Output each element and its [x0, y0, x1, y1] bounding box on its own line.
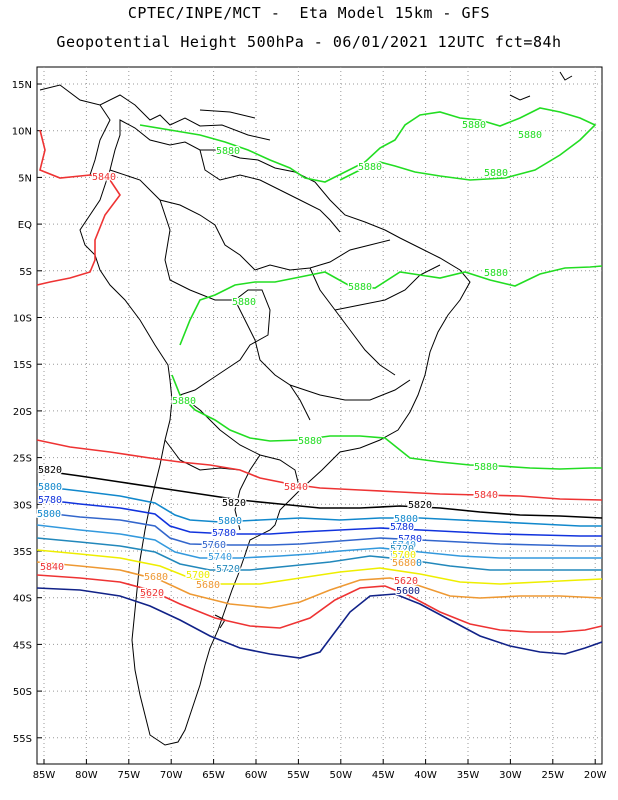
- contour-5740: [36, 524, 602, 559]
- lon-tick-label: 40W: [414, 770, 437, 781]
- contour-5880: [171, 374, 602, 470]
- contour-label-5840: 5840: [40, 562, 64, 573]
- contour-label-5780: 5780: [212, 528, 236, 539]
- contour-label-5680: 5680: [144, 572, 168, 583]
- lon-tick-label: 55W: [287, 770, 310, 781]
- lat-tick-label: 45S: [13, 640, 32, 651]
- lat-tick-label: EQ: [18, 220, 32, 231]
- lat-tick-label: 30S: [13, 500, 32, 511]
- contour-label-5740: 5740: [392, 540, 416, 551]
- contour-label-5840: 5840: [92, 172, 116, 183]
- chart-subtitle: Geopotential Height 500hPa - 06/01/2021 …: [56, 33, 562, 51]
- contour-lines: [36, 107, 603, 659]
- contour-label-5800: 5800: [218, 516, 242, 527]
- lon-tick-label: 20W: [584, 770, 607, 781]
- contour-5700: [36, 549, 603, 585]
- lat-tick-label: 15S: [13, 360, 32, 371]
- contour-label-5820: 5820: [408, 500, 432, 511]
- latitude-labels: 15N 10N 5N EQ 5S 10S 15S 20S 25S 30S 35S 40S 45S 50S 5…: [12, 80, 32, 745]
- contour-5620: [36, 574, 603, 633]
- contour-label-5700: 5700: [186, 570, 210, 581]
- contour-label-5620: 5620: [140, 588, 164, 599]
- lat-tick-label: 50S: [13, 687, 32, 698]
- contour-label-5600: 5600: [396, 586, 420, 597]
- lon-tick-label: 80W: [75, 770, 98, 781]
- lat-tick-label: 10S: [13, 314, 32, 325]
- contour-label-5720: 5720: [216, 564, 240, 575]
- longitude-labels: 85W 80W 75W 70W 65W 60W 55W 50W 45W 40W 35W 30W 25W 2…: [33, 770, 607, 781]
- lon-tick-label: 75W: [117, 770, 140, 781]
- contour-label-5840: 5840: [140, 590, 164, 601]
- lon-tick-label: 70W: [160, 770, 183, 781]
- lon-tick-label: 35W: [457, 770, 480, 781]
- contour-label-5740: 5740: [208, 552, 232, 563]
- lon-tick-label: 30W: [499, 770, 522, 781]
- lat-tick-label: 35S: [13, 547, 32, 558]
- contour-label-5800: 5800: [37, 509, 61, 520]
- contour-label-5880: 5880: [484, 168, 508, 179]
- contour-label-5880: 5880: [348, 282, 372, 293]
- contour-5720: [36, 537, 602, 571]
- contour-label-5700: 5700: [392, 550, 416, 561]
- lon-tick-label: 50W: [329, 770, 352, 781]
- contour-label-5880: 5880: [474, 462, 498, 473]
- contour-5840: [36, 439, 603, 501]
- contour-5760: [36, 511, 602, 547]
- contour-label-5780: 5780: [38, 495, 62, 506]
- chart-title: CPTEC/INPE/MCT - Eta Model 15km - GFS: [127, 4, 491, 22]
- contour-label-5880: 5880: [232, 297, 256, 308]
- contour-5680: [36, 561, 603, 609]
- contour-label-5800: 5800: [394, 514, 418, 525]
- contour-label-5800: 5800: [398, 558, 422, 569]
- contour-5600: [36, 587, 603, 659]
- contour-label-5680: 5680: [196, 580, 220, 591]
- contour-5880: [139, 107, 597, 183]
- contour-5880: [179, 265, 603, 346]
- contour-label-5780: 5780: [390, 522, 414, 533]
- contour-label-5740: 5740: [390, 552, 414, 563]
- lon-tick-label: 60W: [245, 770, 268, 781]
- contour-label-5840: 5840: [474, 490, 498, 501]
- contour-label-5800: 5800: [38, 482, 62, 493]
- lat-tick-label: 40S: [13, 594, 32, 605]
- graticule: [37, 67, 602, 764]
- map-frame: [36, 66, 603, 765]
- coastline: [39, 71, 573, 746]
- lat-tick-label: 5N: [18, 173, 32, 184]
- axis-ticks: [37, 83, 596, 764]
- contour-label-5760: 5760: [202, 540, 226, 551]
- lat-tick-label: 55S: [13, 734, 32, 745]
- contour-label-5760: 5760: [392, 554, 416, 565]
- contour-label-5680: 5680: [392, 558, 416, 569]
- contour-label-5620: 5620: [394, 576, 418, 587]
- contour-5840: [36, 129, 121, 286]
- contour-5800: [36, 485, 602, 527]
- contour-label-5880: 5880: [298, 436, 322, 447]
- lon-tick-label: 25W: [541, 770, 564, 781]
- contour-label-5880: 5880: [358, 162, 382, 173]
- contour-5820: [36, 469, 603, 519]
- contour-5780: [36, 498, 602, 537]
- lat-tick-label: 5S: [19, 267, 32, 278]
- contour-label-5780: 5780: [398, 534, 422, 545]
- lat-tick-label: 25S: [13, 454, 32, 465]
- contour-label-5820: 5820: [38, 465, 62, 476]
- lat-tick-label: 10N: [12, 127, 32, 138]
- lat-tick-label: 15N: [12, 80, 32, 91]
- contour-label-5880: 5880: [172, 396, 196, 407]
- contour-label-5840: 5840: [284, 482, 308, 493]
- lat-tick-label: 20S: [13, 407, 32, 418]
- contour-label-5720: 5720: [390, 544, 414, 555]
- lon-tick-label: 45W: [372, 770, 395, 781]
- contour-label-5880: 5880: [518, 130, 542, 141]
- contour-label-5760: 5760: [390, 542, 414, 553]
- lon-tick-label: 85W: [33, 770, 56, 781]
- lon-tick-label: 65W: [202, 770, 225, 781]
- contour-label-5880: 5880: [462, 120, 486, 131]
- contour-label-5880: 5880: [216, 146, 240, 157]
- contour-label-5880: 5880: [484, 268, 508, 279]
- contour-label-5820: 5820: [222, 498, 246, 509]
- contour-labels: 5880 5880 5880 5880 5880 5880 5880 5880 5880 5880…: [36, 119, 544, 603]
